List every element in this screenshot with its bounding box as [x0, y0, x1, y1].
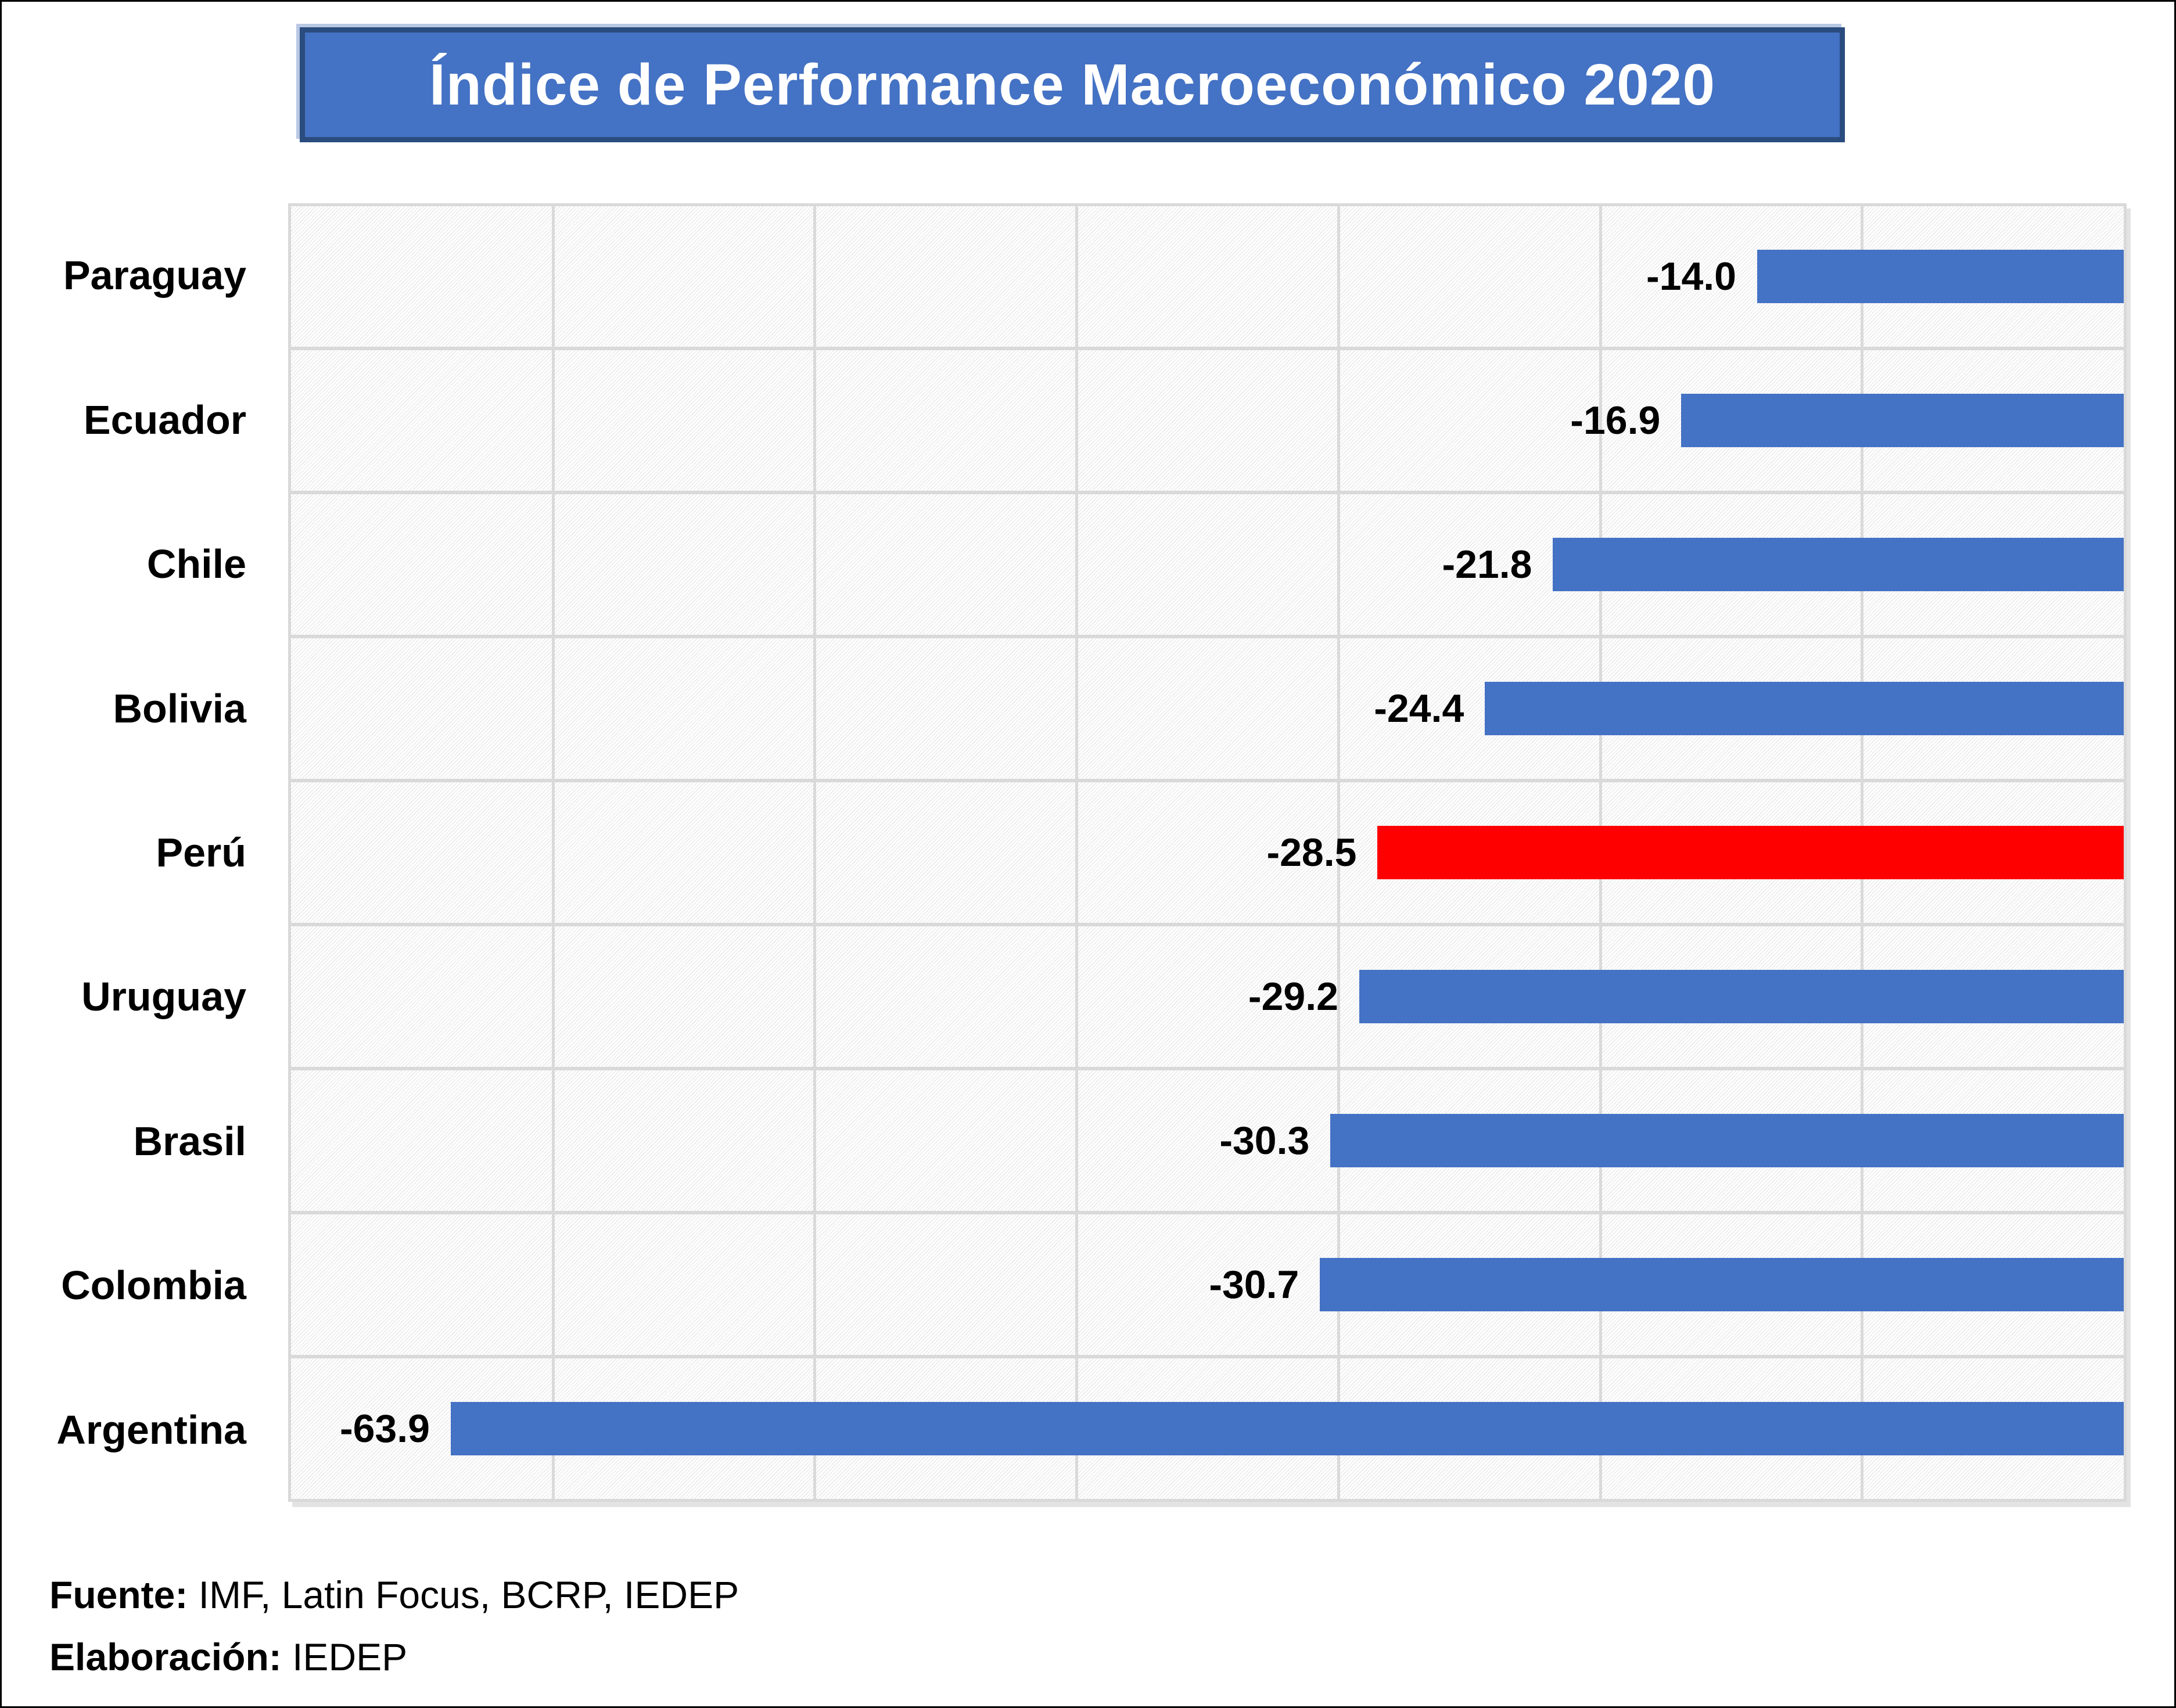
bar-uruguay: [1359, 970, 2124, 1023]
bar-bolivia: [1485, 682, 2124, 735]
plot-area: -14.0 -16.9 -21.8 -24.4 -28.5 -29.2 -30.3 -30.7…: [288, 203, 2127, 1502]
category-label-ecuador: Ecuador: [83, 397, 246, 443]
gridline: [813, 206, 817, 1499]
chart-title: Índice de Performance Macroeconómico 202…: [429, 52, 1716, 117]
chart-row-brasil: -30.3: [291, 1070, 2124, 1214]
category-label-paraguay: Paraguay: [63, 253, 246, 299]
category-axis: Paraguay Ecuador Chile Bolivia Perú Uruguay Br…: [2, 203, 288, 1502]
bar-chart: Paraguay Ecuador Chile Bolivia Perú Uruguay Br…: [2, 203, 2174, 1502]
category-label-colombia: Colombia: [61, 1263, 246, 1308]
category-label-uruguay: Uruguay: [81, 974, 246, 1020]
category-label-brasil: Brasil: [133, 1118, 246, 1164]
chart-row-paraguay: -14.0: [291, 206, 2124, 350]
category-label-peru: Perú: [156, 829, 246, 875]
value-label-argentina: -63.9: [339, 1407, 430, 1451]
value-label-chile: -21.8: [1442, 542, 1532, 587]
value-label-uruguay: -29.2: [1248, 975, 1338, 1019]
value-label-ecuador: -16.9: [1570, 398, 1661, 443]
category-label-chile: Chile: [146, 541, 246, 587]
bar-brasil: [1330, 1114, 2124, 1167]
category-label-argentina: Argentina: [56, 1407, 246, 1452]
value-label-paraguay: -14.0: [1646, 254, 1736, 299]
source-note: Fuente: IMF, Latin Focus, BCRP, IEDEP El…: [49, 1564, 739, 1688]
elaboration-text: IEDEP: [281, 1635, 408, 1678]
source-text: IMF, Latin Focus, BCRP, IEDEP: [188, 1573, 739, 1616]
chart-title-box: Índice de Performance Macroeconómico 202…: [300, 27, 1845, 142]
value-label-peru: -28.5: [1266, 830, 1357, 875]
value-label-brasil: -30.3: [1219, 1119, 1310, 1163]
chart-row-chile: -21.8: [291, 494, 2124, 638]
bar-argentina: [450, 1402, 2124, 1455]
value-label-bolivia: -24.4: [1374, 686, 1464, 731]
gridline: [551, 206, 555, 1499]
source-line: Fuente: IMF, Latin Focus, BCRP, IEDEP: [49, 1564, 739, 1626]
chart-row-colombia: -30.7: [291, 1214, 2124, 1358]
bar-chile: [1553, 538, 2124, 591]
value-label-colombia: -30.7: [1209, 1263, 1299, 1307]
bar-ecuador: [1681, 394, 2124, 447]
chart-row-ecuador: -16.9: [291, 350, 2124, 494]
chart-row-bolivia: -24.4: [291, 638, 2124, 782]
chart-row-peru: -28.5: [291, 782, 2124, 926]
bar-peru: [1377, 826, 2124, 879]
chart-row-uruguay: -29.2: [291, 926, 2124, 1070]
category-label-bolivia: Bolivia: [113, 685, 246, 731]
elaboration-label: Elaboración:: [49, 1635, 282, 1678]
bar-colombia: [1320, 1258, 2124, 1311]
gridline: [1075, 206, 1079, 1499]
elaboration-line: Elaboración: IEDEP: [49, 1626, 739, 1688]
bar-paraguay: [1757, 250, 2124, 303]
chart-row-argentina: -63.9: [291, 1358, 2124, 1499]
source-label: Fuente:: [49, 1573, 188, 1616]
gridline: [1337, 206, 1340, 1499]
